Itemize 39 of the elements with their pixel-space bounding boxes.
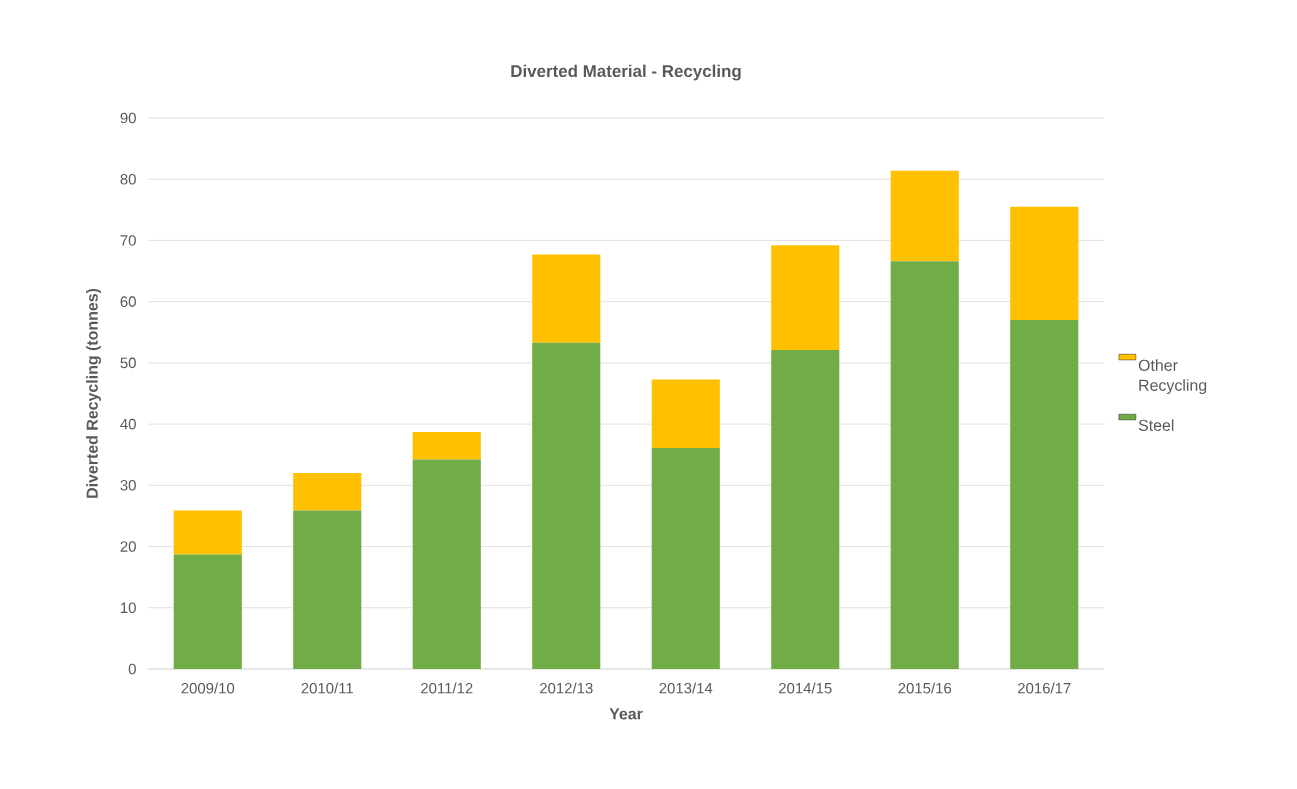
bar bbox=[412, 432, 481, 460]
bar bbox=[532, 254, 601, 343]
y-tick-label: 90 bbox=[120, 112, 136, 124]
x-tick-label: 2012/13 bbox=[540, 682, 593, 694]
x-tick-label: 2010/11 bbox=[301, 682, 353, 694]
x-tick-label: 2016/17 bbox=[1018, 682, 1071, 694]
bar bbox=[532, 342, 601, 669]
y-tick-label: 40 bbox=[120, 418, 136, 430]
y-tick-label: 0 bbox=[128, 663, 136, 675]
x-tick-label: 2011/12 bbox=[421, 682, 473, 694]
y-tick-label: 10 bbox=[121, 602, 136, 614]
x-tick-label: 2014/15 bbox=[779, 682, 832, 694]
bar bbox=[890, 170, 959, 262]
y-axis-title: Diverted Recycling (tonnes) bbox=[86, 288, 102, 498]
legend-label: Other Recycling bbox=[1138, 359, 1207, 395]
bar bbox=[1010, 320, 1079, 669]
x-tick-label: 2009/10 bbox=[181, 682, 235, 694]
legend-label: Steel bbox=[1138, 419, 1174, 431]
y-tick-label: 50 bbox=[120, 357, 136, 369]
y-tick-label: 30 bbox=[120, 480, 136, 491]
bar bbox=[173, 510, 242, 555]
bar bbox=[890, 261, 959, 669]
bar bbox=[293, 473, 362, 511]
bar bbox=[1010, 206, 1079, 321]
bar bbox=[771, 350, 840, 669]
bar bbox=[412, 459, 481, 669]
x-tick-label: 2013/14 bbox=[659, 682, 713, 694]
x-tick-label: 2015/16 bbox=[898, 682, 952, 694]
bar bbox=[293, 510, 362, 669]
chart-title: Diverted Material - Recycling bbox=[511, 64, 741, 81]
bar bbox=[771, 245, 840, 351]
x-axis-title: Year bbox=[609, 708, 643, 720]
bar bbox=[651, 447, 720, 669]
y-tick-label: 20 bbox=[120, 541, 136, 552]
bar bbox=[173, 554, 242, 669]
y-tick-label: 60 bbox=[120, 296, 136, 307]
y-tick-label: 80 bbox=[120, 173, 136, 185]
bar bbox=[651, 379, 720, 448]
y-tick-label: 70 bbox=[120, 235, 136, 246]
